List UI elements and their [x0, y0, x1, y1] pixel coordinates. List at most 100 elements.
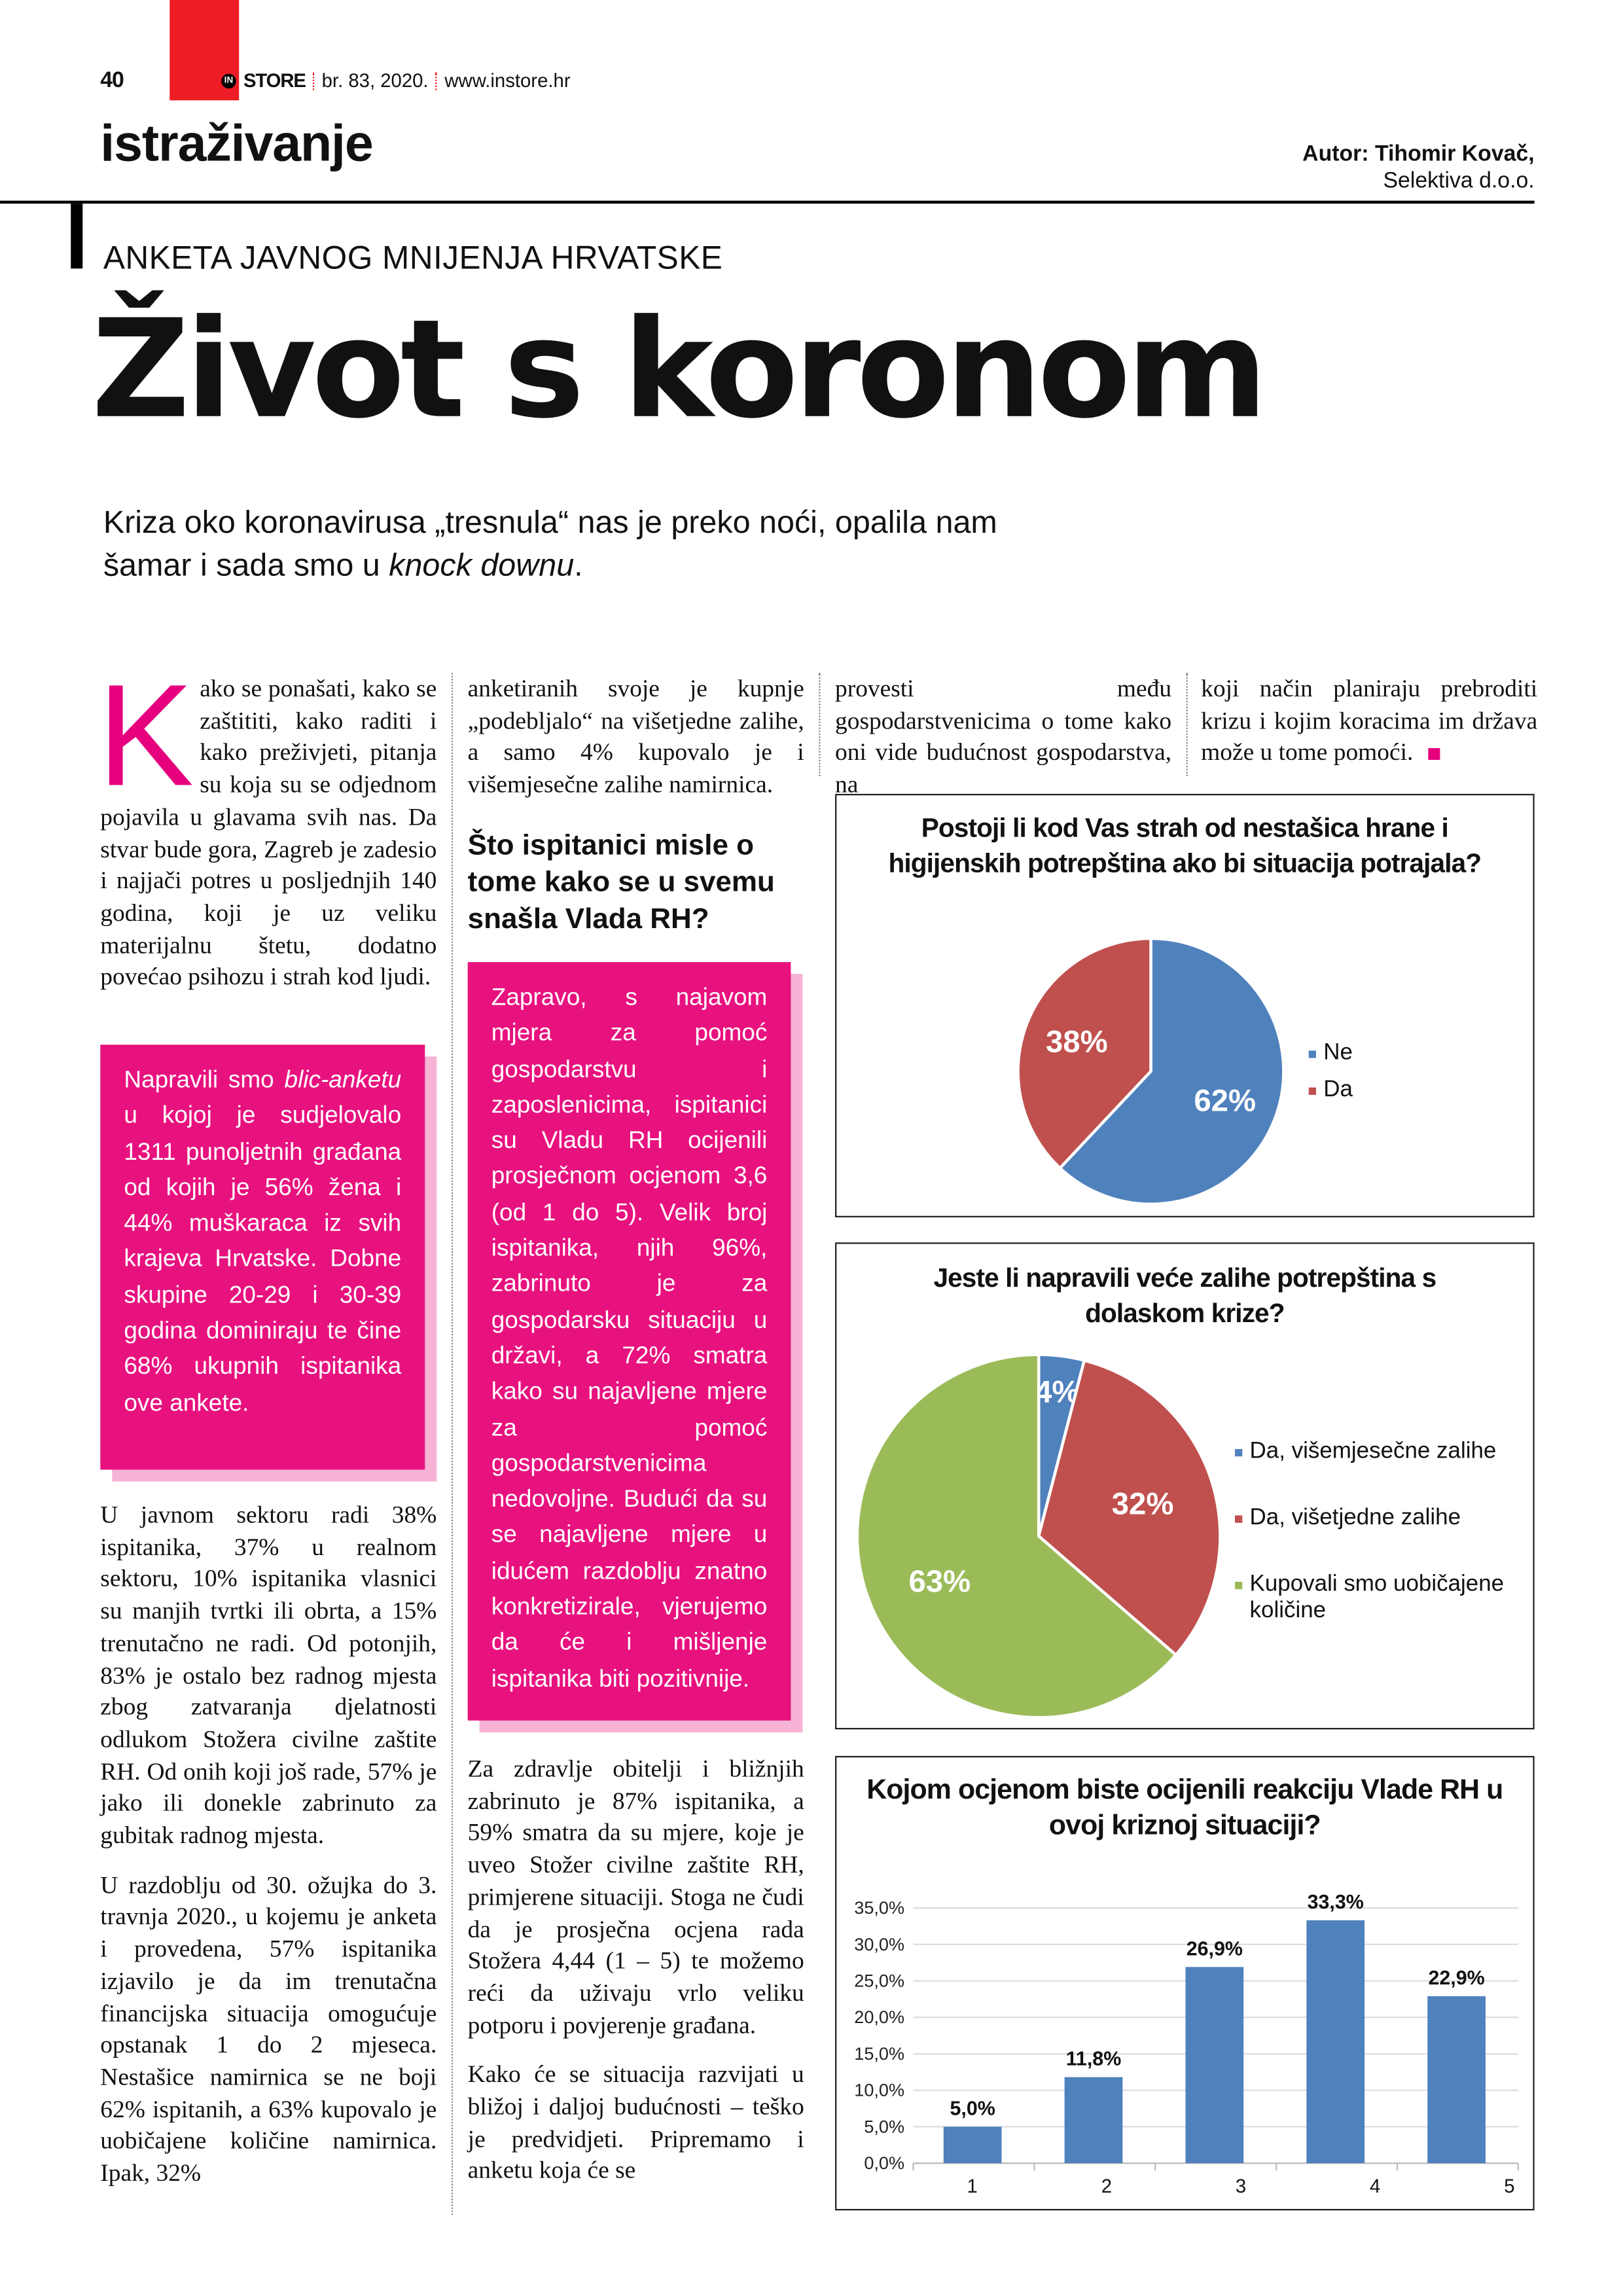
- y-tick-label: 10,0%: [854, 2081, 904, 2100]
- x-tick-label: 3: [1236, 2176, 1246, 2197]
- data-label: 32%: [1112, 1486, 1174, 1521]
- bar-1: [943, 2126, 1002, 2164]
- box-text: Napravili smo: [124, 1067, 285, 1094]
- legend-label: Da, višemjesečne zalihe: [1249, 1439, 1497, 1464]
- legend-item: Da: [1308, 1077, 1353, 1104]
- legend-swatch-icon: [1308, 1087, 1317, 1095]
- data-label: 11,8%: [1066, 2048, 1122, 2070]
- x-tick-label: 2: [1101, 2176, 1112, 2197]
- legend-swatch-icon: [1235, 1581, 1243, 1590]
- divider: [313, 71, 315, 90]
- subheading: Što ispitanici misle o tome kako se u sv…: [467, 829, 775, 935]
- issue-number: br. 83, 2020.: [321, 69, 429, 92]
- paragraph-text: koji način planiraju prebroditi krizu i …: [1201, 674, 1538, 767]
- deck-italic: knock downu: [389, 547, 575, 583]
- legend-item: Kupovali smo uobičajene količine: [1235, 1571, 1530, 1624]
- box-italic: blic-anketu: [284, 1067, 402, 1094]
- y-tick-label: 25,0%: [854, 1971, 904, 1991]
- pie-chart-stockpiling: Jeste li napravili veće zalihe potrepšti…: [835, 1242, 1535, 1730]
- legend-label: Da: [1323, 1077, 1353, 1103]
- highlight-box-survey: Napravili smo blic-anketu u kojoj je sud…: [100, 1045, 425, 1470]
- column-2-lower: Za zdravlje obitelji i bližnjih zabrinut…: [468, 1753, 804, 2204]
- drop-cap: K: [97, 653, 194, 816]
- article-deck: Kriza oko koronavirusa „tresnula“ nas je…: [103, 502, 1048, 588]
- chart-title: Jeste li napravili veće zalihe potrepšti…: [933, 1263, 1436, 1329]
- body-paragraph: U razdoblju od 30. ožujka do 3. travnja …: [100, 1871, 437, 2187]
- x-tick-label: 5: [1504, 2176, 1514, 2197]
- deck-end: .: [574, 547, 583, 583]
- page-number: 40: [100, 67, 124, 94]
- y-tick-label: 15,0%: [854, 2044, 904, 2064]
- bar-3: [1185, 1967, 1244, 2164]
- bar-5: [1427, 1996, 1486, 2164]
- legend-label: Ne: [1323, 1040, 1353, 1066]
- chart-legend: Ne Da: [1308, 1040, 1353, 1114]
- header-rule: [0, 200, 1535, 204]
- divider: [435, 71, 438, 90]
- body-paragraph: provesti među gospodarstvenicima o tome …: [835, 674, 1172, 798]
- pie-slice-2: [1037, 1358, 1222, 1657]
- column-4: koji način planiraju prebroditi krizu i …: [1201, 673, 1537, 787]
- legend-swatch-icon: [1235, 1515, 1243, 1523]
- column-divider: [451, 673, 454, 2215]
- chart-legend: Da, višemjesečne zalihe Da, višetjedne za…: [1235, 1439, 1530, 1664]
- x-tick-label: 4: [1370, 2176, 1380, 2197]
- pie-slice-2: [1016, 937, 1152, 1170]
- data-label: 26,9%: [1186, 1937, 1243, 1960]
- data-label: 5,0%: [950, 2097, 995, 2119]
- legend-label: Kupovali smo uobičajene količine: [1249, 1571, 1505, 1623]
- y-tick-label: 20,0%: [854, 2007, 904, 2027]
- legend-swatch-icon: [1308, 1050, 1317, 1058]
- paragraph-text: ako se ponašati, kako se zaštititi, kako…: [100, 674, 437, 991]
- kicker-bar: [71, 204, 83, 269]
- body-paragraph: Za zdravlje obitelji i bližnjih zabrinut…: [467, 1754, 804, 2039]
- y-tick-label: 5,0%: [864, 2117, 904, 2136]
- body-paragraph: koji način planiraju prebroditi krizu i …: [1201, 673, 1537, 769]
- bar-chart-government-rating: Kojom ocjenom biste ocijenili reakciju V…: [835, 1755, 1535, 2211]
- data-label: 38%: [1046, 1025, 1108, 1060]
- body-paragraph: anketiranih svoje je kupnje „podebljalo“…: [467, 674, 804, 798]
- bar-chart-plot: 0,0% 5,0% 10,0% 15,0% 20,0% 25,0% 30,0% 35,0% 5,…: [854, 1891, 1520, 2197]
- legend-item: Da, višetjedne zalihe: [1235, 1505, 1530, 1532]
- legend-swatch-icon: [1235, 1448, 1243, 1457]
- article-kicker: ANKETA JAVNOG MNIJENJA HRVATSKE: [103, 239, 723, 276]
- column-divider: [1186, 673, 1188, 776]
- body-paragraph: U javnom sektoru radi 38% ispitanika, 37…: [100, 1500, 437, 1849]
- column-2: anketiranih svoje je kupnje „podebljalo“…: [468, 673, 804, 938]
- brand-name: STORE: [243, 69, 306, 92]
- column-3: provesti među gospodarstvenicima o tome …: [835, 673, 1171, 819]
- data-label: 63%: [908, 1564, 971, 1599]
- data-label: 62%: [1194, 1083, 1256, 1118]
- chart-title: Kojom ocjenom biste ocijenili reakciju V…: [866, 1775, 1503, 1842]
- pie-chart-food-shortage-fear: Postoji li kod Vas strah od nestašica hr…: [835, 793, 1535, 1217]
- author-company: Selektiva d.o.o.: [1383, 168, 1535, 194]
- pie-slice-1: [1058, 937, 1285, 1206]
- end-mark-icon: [1427, 748, 1440, 761]
- bar-4: [1306, 1920, 1365, 2164]
- y-tick-label: 30,0%: [854, 1935, 904, 1954]
- section-title: istraživanje: [100, 115, 373, 173]
- y-tick-label: 35,0%: [854, 1898, 904, 1918]
- website-link[interactable]: www.instore.hr: [444, 69, 571, 92]
- box-text: u kojoj je sudjelovalo 1311 punoljetnih …: [124, 1102, 402, 1416]
- highlight-box-government: Zapravo, s najavom mjera za pomoć gospod…: [467, 961, 791, 1721]
- column-1-lower: U javnom sektoru radi 38% ispitanika, 37…: [100, 1499, 437, 2208]
- pie-chart-plot: 4%32%63%: [855, 1353, 1222, 1719]
- y-tick-label: 0,0%: [864, 2153, 904, 2173]
- deck-text: Kriza oko koronavirusa „tresnula“ nas je…: [103, 505, 997, 583]
- legend-item: Da, višemjesečne zalihe: [1235, 1439, 1530, 1465]
- author-name: Autor: Tihomir Kovač,: [1302, 141, 1535, 167]
- column-divider: [819, 673, 821, 776]
- bar-2: [1064, 2077, 1123, 2164]
- body-paragraph: Kako će se situacija razvijati u bližoj …: [467, 2060, 804, 2185]
- masthead: IN STORE br. 83, 2020. www.instore.hr: [221, 69, 571, 92]
- pie-chart-plot: 62% 38%: [1016, 937, 1285, 1206]
- instore-logo-icon: IN: [221, 73, 236, 88]
- legend-label: Da, višetjedne zalihe: [1249, 1505, 1461, 1530]
- data-label: 22,9%: [1428, 1967, 1484, 1989]
- chart-title: Postoji li kod Vas strah od nestašica hr…: [888, 813, 1482, 878]
- data-label: 33,3%: [1308, 1891, 1364, 1913]
- x-tick-label: 1: [967, 2176, 978, 2197]
